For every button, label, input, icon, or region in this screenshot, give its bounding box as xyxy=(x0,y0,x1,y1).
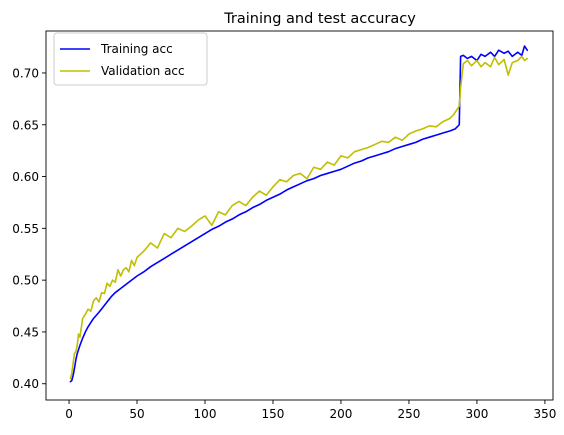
series-line-training xyxy=(69,45,529,383)
axes-frame xyxy=(45,30,554,401)
legend: Training acc Validation acc xyxy=(53,32,208,86)
legend-label-training: Training acc xyxy=(100,42,173,56)
y-tick-label: 0.70 xyxy=(12,66,39,80)
x-tick-label: 150 xyxy=(262,407,285,421)
series-line-validation xyxy=(69,55,529,380)
y-tick-label: 0.55 xyxy=(12,222,39,236)
x-tick-label: 100 xyxy=(194,407,217,421)
legend-label-validation: Validation acc xyxy=(101,64,185,78)
plot-area: 0 50 100 150 200 250 300 350 0.40 0.45 0.50 0.55 0.6… xyxy=(12,30,556,421)
y-tick-label: 0.50 xyxy=(12,274,39,288)
x-tick-label: 0 xyxy=(65,407,73,421)
x-tick-label: 300 xyxy=(465,407,488,421)
x-tick-label: 50 xyxy=(129,407,144,421)
legend-frame xyxy=(53,32,208,86)
x-tick-label: 250 xyxy=(397,407,420,421)
y-tick-label: 0.60 xyxy=(12,170,39,184)
x-tick-label: 350 xyxy=(533,407,556,421)
y-tick-label: 0.40 xyxy=(12,377,39,391)
chart-title: Training and test accuracy xyxy=(223,11,416,27)
x-tick-label: 200 xyxy=(330,407,353,421)
y-tick-label: 0.45 xyxy=(12,325,39,339)
y-tick-label: 0.65 xyxy=(12,118,39,132)
